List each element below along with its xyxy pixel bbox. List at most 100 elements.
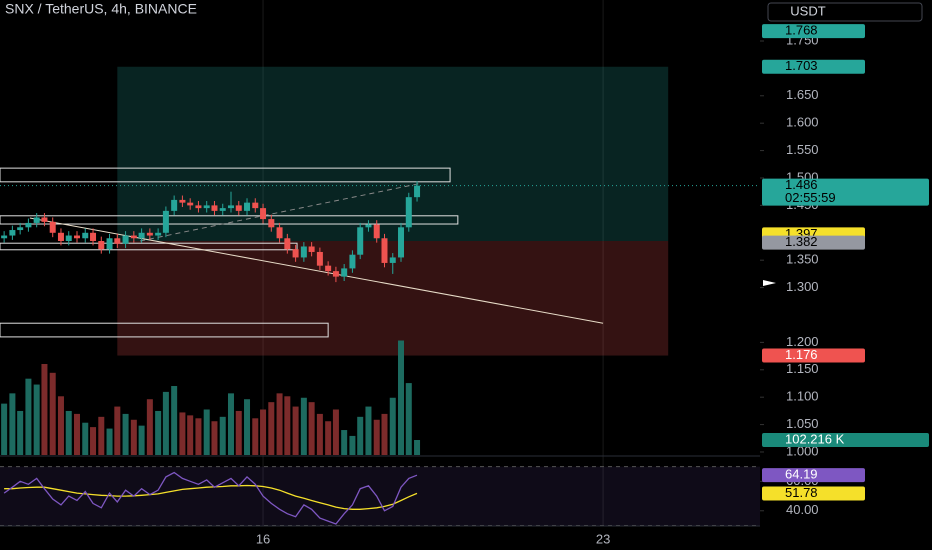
volume-bar — [357, 416, 364, 455]
candle-body — [195, 205, 202, 209]
volume-bar — [325, 421, 332, 455]
candle-body — [130, 235, 137, 239]
volume-label: 102.216 K — [785, 431, 845, 446]
volume-bar — [219, 416, 226, 455]
rsi-tick-label: 40.00 — [786, 502, 819, 517]
volume-bar — [284, 396, 291, 455]
volume-bar — [381, 413, 388, 455]
candle-body — [332, 271, 339, 277]
volume-bar — [252, 418, 259, 455]
candle-body — [284, 238, 291, 250]
target-label: 1.703 — [785, 58, 818, 73]
volume-bar — [389, 397, 396, 455]
volume-bar — [130, 419, 137, 455]
volume-bar — [349, 435, 356, 455]
candle-body — [349, 254, 356, 269]
volume-bar — [162, 391, 169, 455]
volume-bar — [203, 409, 210, 455]
volume-bar — [179, 412, 186, 455]
candle-body — [203, 205, 210, 209]
candle-body — [219, 208, 226, 211]
candle-body — [365, 224, 372, 228]
volume-bar — [49, 372, 56, 455]
y-tick-label: 1.600 — [786, 115, 819, 130]
currency-label[interactable]: USDT — [790, 3, 825, 18]
candle-body — [292, 249, 299, 258]
candle-body — [325, 265, 332, 272]
volume-bar — [260, 409, 267, 455]
rsi-ma-label-box — [762, 486, 865, 501]
volume-bar — [187, 415, 194, 455]
rsi-label: 64.19 — [785, 467, 818, 482]
price-label: 1.768 — [785, 23, 818, 38]
y-tick-label: 1.550 — [786, 142, 819, 157]
volume-bar — [171, 386, 178, 455]
volume-bar — [98, 416, 105, 455]
volume-bar — [332, 409, 339, 455]
candle-body — [17, 227, 24, 231]
candle-body — [357, 227, 364, 255]
rsi-pane — [0, 466, 760, 526]
candle-body — [82, 232, 89, 239]
volume-bar — [17, 410, 24, 455]
price-label-box — [762, 24, 865, 39]
target-label-box — [762, 59, 865, 74]
candle-body — [398, 227, 405, 258]
rsi-line — [3, 471, 418, 525]
zone-rectangle — [0, 167, 451, 183]
candle-body — [381, 238, 388, 263]
y-tick-label: 1.350 — [786, 252, 819, 267]
volume-bar — [268, 402, 275, 455]
candle-body — [41, 217, 48, 222]
rsi-label-box — [762, 468, 865, 483]
candle-body — [122, 235, 129, 244]
stop-label: 1.176 — [785, 347, 818, 362]
x-tick-label: 23 — [596, 531, 610, 546]
volume-bar — [146, 399, 153, 455]
candle-body — [405, 197, 412, 228]
volume-bar — [414, 439, 421, 455]
symbol-title: SNX / TetherUS, 4h, BINANCE — [5, 1, 197, 17]
price-label: 1.382 — [785, 234, 818, 249]
volume-bar — [82, 422, 89, 455]
volume-bar — [114, 406, 121, 455]
zone-rectangle — [0, 242, 298, 251]
price-label-box — [762, 235, 865, 250]
volume-bar — [244, 399, 251, 455]
volume-bar — [292, 406, 299, 455]
candle-body — [211, 205, 218, 211]
volume-bar — [106, 428, 113, 455]
volume-bar — [1, 403, 8, 455]
volume-bar — [138, 425, 145, 455]
rsi-ma-label: 51.78 — [785, 485, 818, 500]
price-pane — [0, 66, 760, 455]
volume-bar — [316, 413, 323, 455]
volume-bar — [195, 418, 202, 455]
volume-bar — [73, 413, 80, 455]
zone-rectangle — [0, 215, 459, 225]
candle-body — [90, 232, 97, 242]
volume-bar — [25, 378, 32, 455]
candle-body — [276, 227, 283, 239]
last-price-label: 1.486 — [785, 177, 818, 192]
candle-body — [260, 208, 267, 220]
candle-body — [106, 238, 113, 250]
candle-body — [138, 232, 145, 239]
volume-bar — [300, 397, 307, 455]
y-tick-label: 1.300 — [786, 279, 819, 294]
candle-body — [179, 199, 186, 203]
candle-body — [308, 246, 315, 252]
countdown: 02:55:59 — [785, 190, 836, 205]
candle-body — [244, 202, 251, 211]
currency-button[interactable] — [767, 2, 923, 22]
y-tick-label: 1.200 — [786, 334, 819, 349]
volume-label-box — [762, 432, 929, 447]
volume-bar — [341, 430, 348, 455]
candle-body — [187, 202, 194, 206]
candle-body — [65, 235, 72, 242]
candle-body — [235, 205, 242, 211]
candle-body — [341, 268, 348, 277]
candle-body — [373, 224, 380, 239]
y-tick-label: 1.000 — [786, 443, 819, 458]
